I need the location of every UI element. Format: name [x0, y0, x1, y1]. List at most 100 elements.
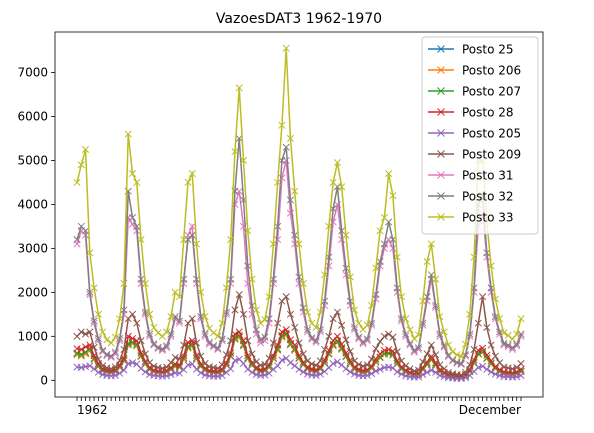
data-point [474, 363, 482, 372]
legend-label: Posto 28 [462, 106, 514, 120]
data-point [316, 370, 324, 378]
data-point [423, 258, 431, 266]
data-point [419, 358, 427, 366]
data-point [214, 332, 222, 340]
data-point [116, 315, 124, 323]
data-point [453, 358, 461, 366]
data-point [265, 293, 273, 301]
chart-title: VazoesDAT3 1962-1970 [216, 11, 382, 27]
data-point [227, 365, 235, 373]
data-point [517, 360, 525, 368]
legend-item: Posto 205 [428, 127, 521, 141]
data-point [295, 240, 303, 248]
data-point [77, 345, 85, 354]
data-point [133, 178, 141, 186]
data-point [385, 345, 393, 354]
data-point [86, 341, 94, 349]
data-point [321, 356, 329, 364]
data-point [146, 371, 154, 379]
data-point [265, 354, 273, 362]
data-point [402, 362, 410, 370]
data-point [235, 84, 243, 92]
data-point [286, 336, 295, 344]
data-point [517, 371, 525, 380]
data-point [146, 330, 154, 338]
data-point [274, 222, 282, 230]
data-point [214, 372, 222, 380]
data-point [239, 360, 248, 368]
data-point [372, 264, 380, 272]
data-point [128, 310, 137, 318]
data-point [252, 371, 260, 379]
data-point [210, 341, 218, 350]
y-tick-label: 2000 [17, 285, 48, 299]
data-point [372, 367, 380, 375]
data-point [222, 284, 230, 292]
data-point [312, 337, 320, 345]
data-point [197, 288, 205, 296]
data-point [303, 370, 312, 378]
data-point [167, 312, 175, 321]
y-tick-label: 7000 [17, 65, 48, 79]
y-tick-label: 3000 [17, 241, 48, 255]
data-point [474, 319, 482, 327]
series-5 [73, 354, 525, 383]
data-point [244, 262, 252, 270]
legend-item: Posto 31 [428, 169, 514, 183]
data-point [479, 344, 487, 352]
data-point [350, 357, 359, 365]
data-point [180, 341, 188, 349]
data-point [487, 368, 495, 376]
data-point [146, 365, 154, 373]
data-point [350, 306, 359, 314]
data-point [128, 214, 137, 222]
data-point [73, 236, 81, 244]
data-point [368, 363, 376, 372]
data-point [299, 368, 307, 376]
data-point [376, 227, 384, 235]
data-point [316, 357, 324, 365]
y-tick-label: 0 [40, 373, 48, 387]
data-point [222, 368, 230, 376]
legend-label: Posto 209 [462, 148, 521, 162]
data-point [244, 337, 252, 345]
data-point [479, 362, 487, 370]
data-point [231, 148, 239, 156]
data-point [436, 371, 444, 380]
data-point [432, 368, 440, 376]
data-point [274, 319, 282, 327]
data-point [94, 334, 102, 343]
data-point [269, 365, 277, 373]
data-point [466, 310, 474, 318]
data-point [167, 330, 175, 338]
legend-label: Posto 25 [462, 43, 514, 57]
data-point [239, 310, 248, 318]
data-point [257, 339, 265, 347]
data-point [470, 345, 478, 354]
data-point [393, 348, 401, 356]
data-point [111, 350, 119, 358]
data-point [389, 192, 397, 200]
series-9 [73, 44, 525, 361]
legend-label: Posto 31 [462, 169, 514, 183]
data-point [158, 364, 166, 372]
legend-label: Posto 207 [462, 85, 521, 99]
data-point [282, 44, 290, 52]
data-point [316, 308, 324, 316]
data-point [432, 351, 440, 359]
y-tick-label: 4000 [17, 197, 48, 211]
data-point [312, 323, 320, 332]
data-point [389, 244, 397, 252]
data-point [205, 363, 213, 371]
data-point [385, 363, 393, 371]
data-point [414, 366, 423, 374]
series-6 [73, 290, 525, 379]
data-point [99, 328, 107, 336]
data-point [257, 361, 265, 369]
data-point [252, 306, 260, 314]
data-point [167, 359, 175, 367]
data-point [487, 262, 495, 270]
data-point [513, 342, 521, 350]
data-point [368, 301, 376, 310]
data-point [295, 352, 303, 360]
